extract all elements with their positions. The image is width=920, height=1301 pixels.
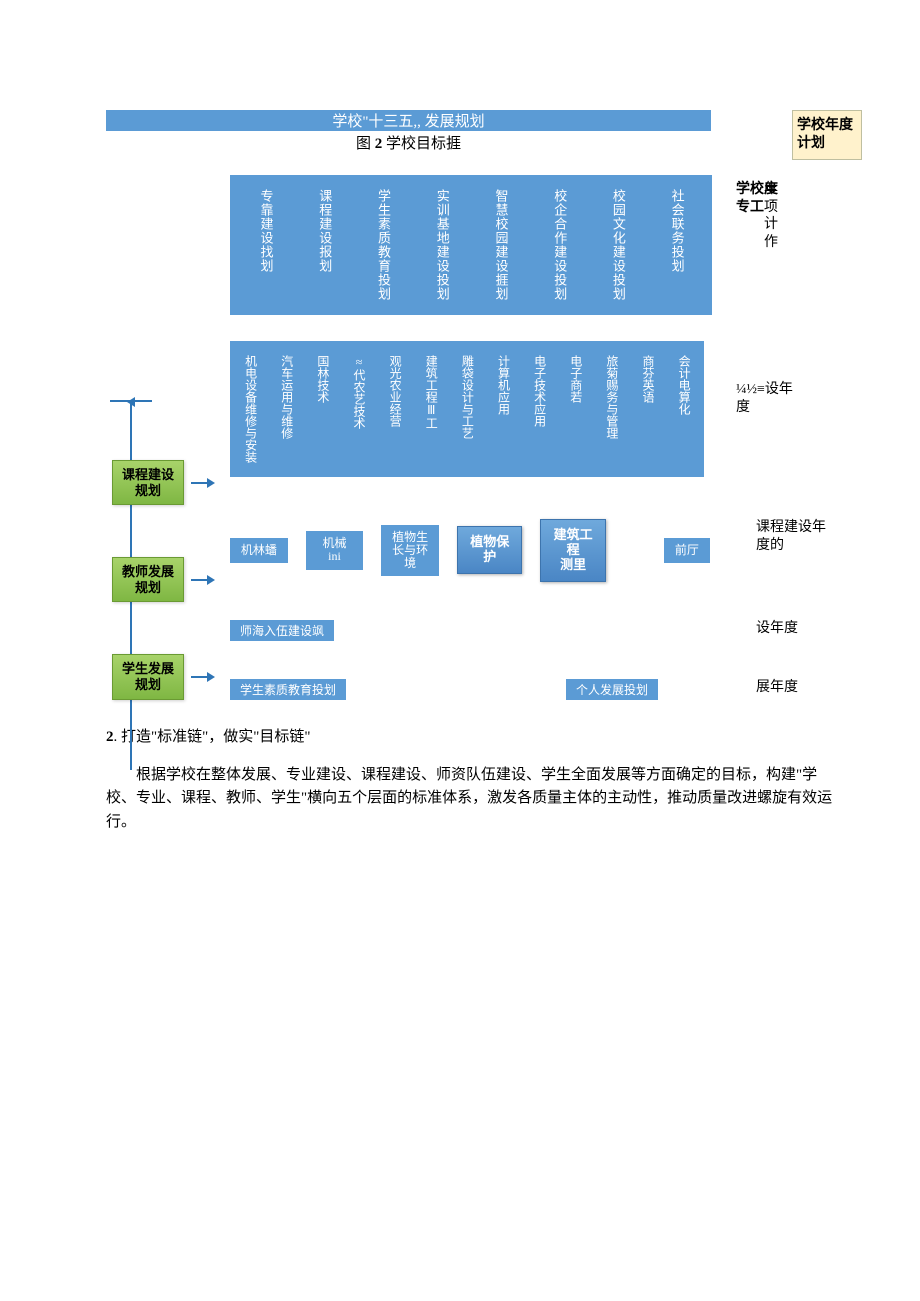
major-column: 电子技术应用 [530, 351, 547, 467]
teacher-plan-box: 师海入伍建设飒 [230, 620, 334, 641]
plan-column: 智慧校园建设捱划 [491, 185, 509, 305]
student-plan-box: 个人发展投划 [566, 679, 658, 700]
row-majors: 机电设备维修与安装 汽车运用与维修 国林技术 ≈代农艺技术 观光农业经营 建筑工程Ⅲ工 雕袋… [230, 341, 704, 477]
major-column: 电子商若 [567, 351, 584, 467]
major-column: 国林技术 [314, 351, 331, 467]
plan-column: 实训基地建设投划 [432, 185, 450, 305]
major-column: ≈代农艺技术 [350, 351, 367, 467]
major-column: 建筑工程Ⅲ工 [422, 351, 439, 467]
course-box-3d: 植物保护 [457, 526, 522, 574]
plan-column: 学生素质教育投划 [374, 185, 392, 305]
plan-column: 社会联务投划 [667, 185, 685, 305]
row-student: 学生素质教育投划 个人发展投划 [230, 679, 710, 700]
major-column: 计算机应用 [494, 351, 511, 467]
student-plan-box: 学生素质教育投划 [230, 679, 346, 700]
lead-line: 2. 打造"标准链"，做实"目标链" [106, 726, 840, 749]
row2-right-label: ¼½≡设年度 [736, 381, 806, 416]
row-courses: 机林蟠机械ini 植物生长与环境植物保护建筑工程测里 前厅 [230, 519, 710, 582]
caption-rest: 学校目标捱 [382, 136, 461, 152]
plan-column: 校园文化建设投划 [609, 185, 627, 305]
sidebar: 课程建设规划教师发展规划学生发展规划 [106, 460, 184, 752]
major-column: 观光农业经营 [386, 351, 403, 467]
row5-right-label: 展年度 [756, 679, 826, 697]
figure-caption: 图 2 学校目标捱 [106, 131, 711, 153]
course-box-flat: 植物生长与环境 [381, 525, 439, 577]
major-column: 汽车运用与维修 [278, 351, 295, 467]
major-column: 旅菊赐务与管理 [603, 351, 620, 467]
major-column: 雕袋设计与工艺 [458, 351, 475, 467]
caption-prefix: 图 [356, 136, 375, 152]
major-column: 会计电算化 [675, 351, 692, 467]
row-special-plans: 专靠建设找划 课程建设报划 学生素质教育投划 实训基地建设投划 智慧校园建设捱划 校企合作… [230, 175, 712, 315]
paragraph: 根据学校在整体发展、专业建设、课程建设、师资队伍建设、学生全面发展等方面确定的目… [106, 764, 840, 834]
course-box-3d: 建筑工程测里 [540, 519, 605, 582]
arrow-right-icon [191, 676, 213, 678]
row1-right-bold: 学校度专工 [736, 181, 778, 216]
row-teacher: 师海入伍建设飒 [230, 620, 710, 641]
yellow-annual-plan-note: 学校年度计划 [792, 110, 862, 160]
major-column: 机电设备维修与安装 [241, 351, 258, 467]
plan-column: 专靠建设找划 [256, 185, 274, 305]
arrow-right-icon [191, 482, 213, 484]
course-box-tail: 前厅 [664, 538, 710, 563]
course-box-flat: 机械ini [306, 531, 364, 569]
plan-column: 课程建设报划 [315, 185, 333, 305]
row4-right-label: 设年度 [756, 620, 826, 638]
row3-right-label: 课程建设年度的 [756, 519, 826, 554]
major-column: 商芬英语 [639, 351, 656, 467]
sidebar-green-box: 课程建设规划 [112, 460, 184, 505]
plan-column: 校企合作建设投划 [550, 185, 568, 305]
header-bar: 学校"十三五,, 发展规划 [106, 110, 711, 131]
course-box-flat: 机林蟠 [230, 538, 288, 563]
body-text: 2. 打造"标准链"，做实"目标链" 根据学校在整体发展、专业建设、课程建设、师… [106, 726, 840, 834]
